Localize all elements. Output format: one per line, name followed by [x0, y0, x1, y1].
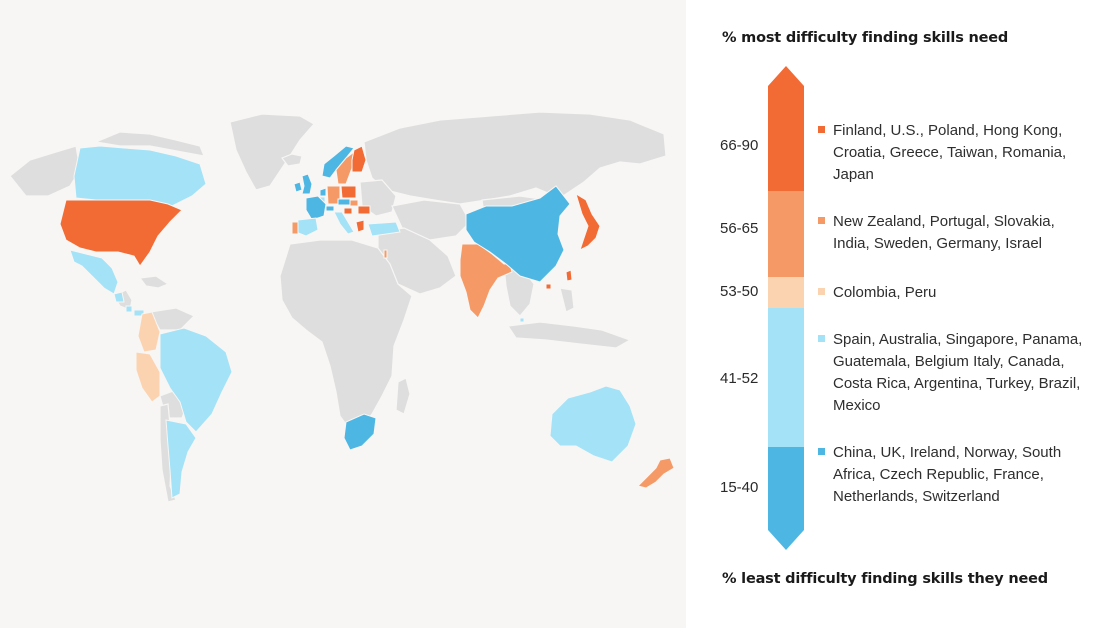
land-greenland [229, 113, 315, 191]
country-new-zealand [637, 457, 675, 489]
country-poland [340, 185, 357, 199]
country-south-africa [343, 413, 377, 451]
range-label-66-90: 66-90 [720, 137, 759, 154]
world-map [0, 0, 686, 628]
country-japan [575, 192, 601, 251]
range-label-56-65: 56-65 [720, 220, 759, 237]
legend-countries-15-40: China, UK, Ireland, Norway, South Africa… [833, 444, 1062, 505]
legend-bar-segment-15-40 [768, 447, 804, 550]
land-caribbean [138, 275, 170, 289]
legend-bar-segment-56-65 [768, 191, 804, 277]
legend-panel: % most difficulty finding skills need 66… [686, 0, 1100, 628]
legend-bottom-title: % least difficulty finding skills they n… [722, 571, 1048, 587]
legend-countries-66-90: Finland, U.S., Poland, Hong Kong, Croati… [833, 122, 1067, 183]
legend-countries-53-50: Colombia, Peru [833, 284, 937, 301]
country-czech [337, 198, 351, 206]
country-turkey [367, 221, 401, 237]
country-portugal [291, 221, 299, 235]
land-chile [159, 403, 177, 503]
land-arctic-canada [93, 131, 205, 157]
country-croatia [343, 207, 353, 215]
country-australia [549, 385, 637, 463]
country-usa [59, 199, 183, 267]
legend-swatch-53-50 [818, 288, 825, 295]
country-guatemala [113, 291, 125, 303]
country-greece [355, 219, 365, 233]
country-israel [383, 249, 388, 259]
country-costa-rica [125, 305, 133, 313]
country-china [465, 185, 571, 283]
country-finland [351, 145, 367, 173]
range-label-15-40: 15-40 [720, 479, 759, 496]
no-data-land [9, 111, 667, 503]
country-slovakia [349, 199, 359, 207]
legend-bar-segment-53-50 [768, 277, 804, 308]
colored-countries [59, 145, 675, 499]
country-italy [333, 211, 355, 235]
country-hong-kong [545, 283, 552, 290]
country-ireland [293, 181, 303, 193]
legend-swatch-66-90 [818, 126, 825, 133]
land-africa [279, 239, 413, 431]
legend-top-title: % most difficulty finding skills need [722, 30, 1009, 46]
country-colombia [137, 311, 161, 353]
land-indonesia [506, 321, 632, 349]
land-iceland [281, 153, 303, 167]
country-mexico [69, 249, 119, 295]
legend-countries-41-52: Spain, Australia, Singapore, Panama, Gua… [833, 331, 1083, 414]
country-netherlands [319, 187, 327, 197]
country-france [305, 195, 327, 221]
land-madagascar [395, 377, 411, 415]
country-peru [135, 351, 161, 403]
country-india [459, 243, 513, 319]
legend-swatch-15-40 [818, 448, 825, 455]
legend-color-bar [768, 66, 804, 550]
country-canada [73, 145, 207, 207]
legend-swatch-56-65 [818, 217, 825, 224]
country-romania [357, 205, 371, 215]
land-philippines [559, 287, 575, 313]
country-spain [295, 217, 319, 237]
country-singapore [519, 317, 525, 323]
world-map-canvas [9, 111, 675, 503]
land-russia [363, 111, 667, 205]
country-switzerland [325, 205, 335, 212]
country-taiwan [565, 269, 573, 282]
legend-bar-segment-41-52 [768, 308, 804, 447]
country-brazil [159, 327, 233, 433]
legend-bar-segment-66-90 [768, 66, 804, 191]
land-alaska [9, 145, 81, 197]
country-uk [301, 173, 313, 195]
legend-swatch-41-52 [818, 335, 825, 342]
range-label-53-50: 53-50 [720, 283, 759, 300]
legend-countries-56-65: New Zealand, Portugal, Slovakia, India, … [833, 213, 1055, 252]
range-label-41-52: 41-52 [720, 370, 759, 387]
country-argentina [165, 419, 197, 499]
